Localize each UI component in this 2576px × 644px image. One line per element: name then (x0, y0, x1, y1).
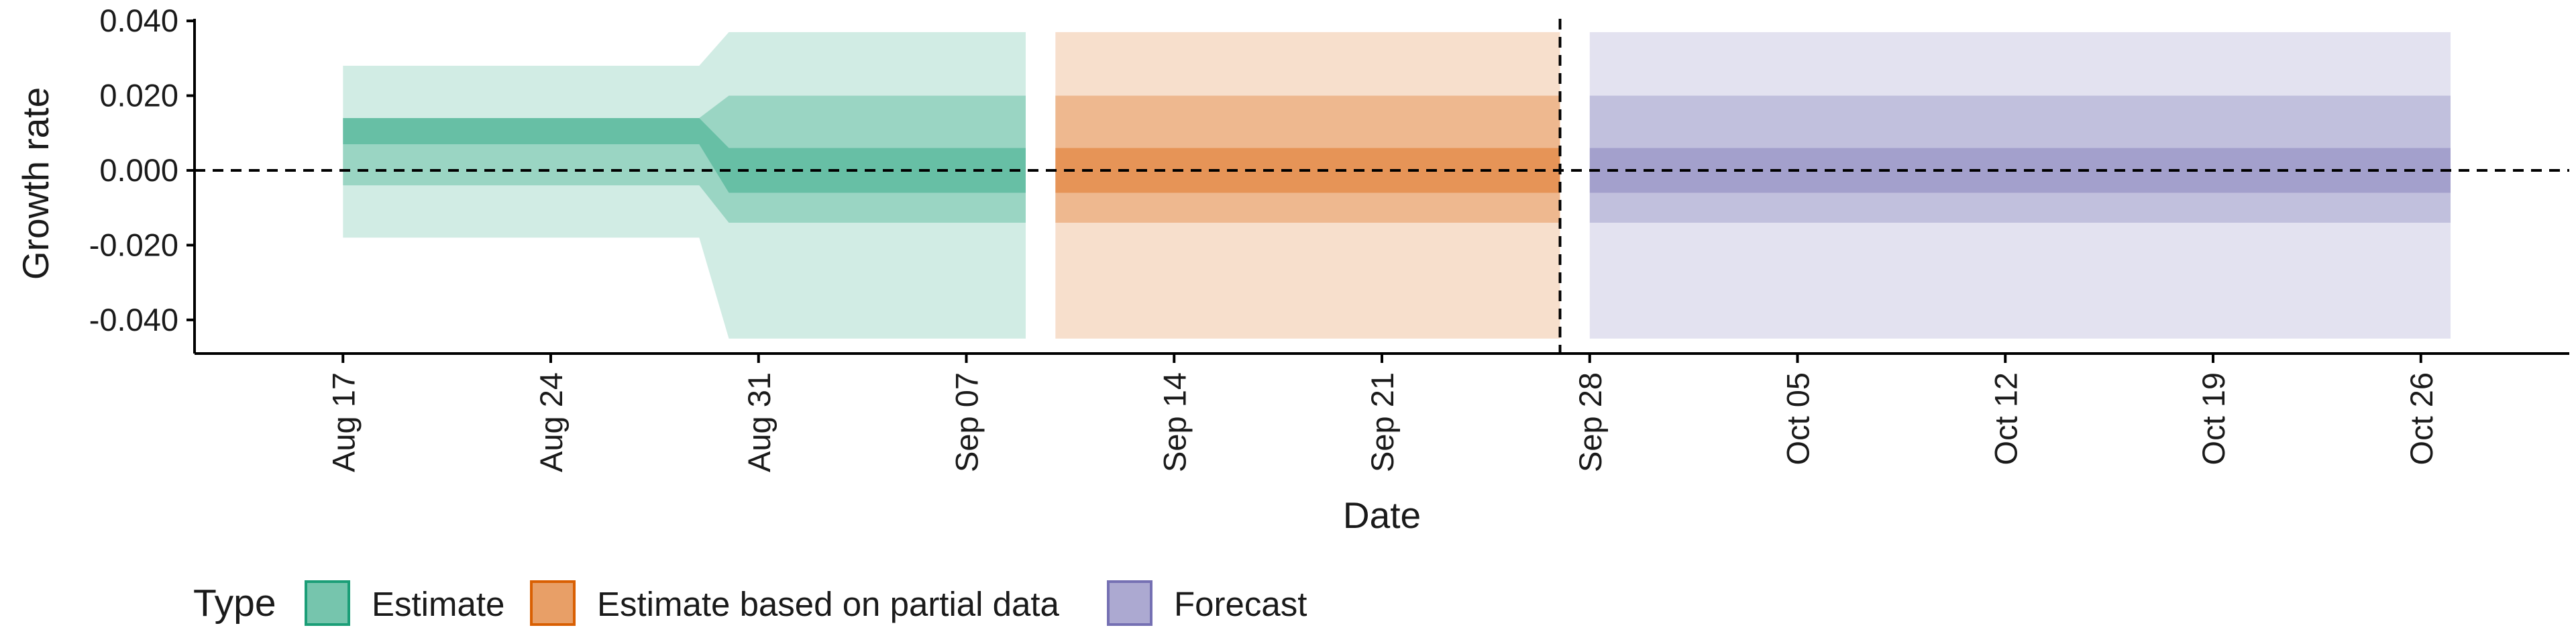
legend-label-1: Estimate (372, 585, 504, 623)
legend-key-1 (305, 580, 350, 626)
y-tick-label: -0.040 (89, 302, 178, 337)
x-tick-label: Oct 19 (2196, 372, 2231, 465)
legend: Type Estimate Estimate based on partial d… (193, 580, 1307, 626)
ribbon-3-band-3 (1589, 148, 2451, 193)
x-tick-label: Oct 05 (1780, 372, 1816, 465)
y-tick-label: 0.000 (99, 152, 178, 188)
x-tick-label: Sep 07 (949, 372, 985, 472)
ribbon-1-band-2 (343, 95, 1026, 223)
y-tick-label: 0.040 (99, 3, 178, 38)
legend-label-3: Forecast (1174, 585, 1307, 623)
x-tick-label: Aug 17 (325, 372, 361, 472)
reference-lines (195, 19, 2569, 354)
axes (186, 19, 2569, 363)
ribbon-3-band-1 (1589, 32, 2451, 339)
x-tick-label: Aug 31 (741, 372, 777, 472)
ribbon-3-band-2 (1589, 95, 2451, 223)
x-tick-label: Oct 12 (1988, 372, 2023, 465)
y-tick-label: -0.020 (89, 227, 178, 262)
legend-key-3 (1107, 580, 1152, 626)
legend-title: Type (193, 582, 276, 625)
x-tick-label: Oct 26 (2404, 372, 2439, 465)
legend-key-2 (530, 580, 576, 626)
y-axis-title: Growth rate (15, 87, 56, 280)
y-tick-label: 0.020 (99, 78, 178, 113)
ribbon-2-band-2 (1055, 95, 1560, 223)
x-tick-label: Sep 14 (1157, 372, 1192, 472)
x-tick-label: Aug 24 (533, 372, 569, 472)
ribbon-layer (343, 32, 2451, 339)
tick-labels: -0.040 -0.020 0.000 0.020 0.040 Aug 17 Aug 24 A… (89, 3, 2439, 472)
ribbon-1-band-1 (343, 32, 1026, 339)
x-tick-label: Sep 21 (1364, 372, 1400, 472)
legend-label-2: Estimate based on partial data (597, 585, 1060, 623)
ribbon-1-band-3 (343, 118, 1026, 193)
x-tick-label: Sep 28 (1572, 372, 1608, 472)
x-axis-title: Date (1343, 494, 1421, 536)
ribbon-2-band-1 (1055, 32, 1560, 339)
